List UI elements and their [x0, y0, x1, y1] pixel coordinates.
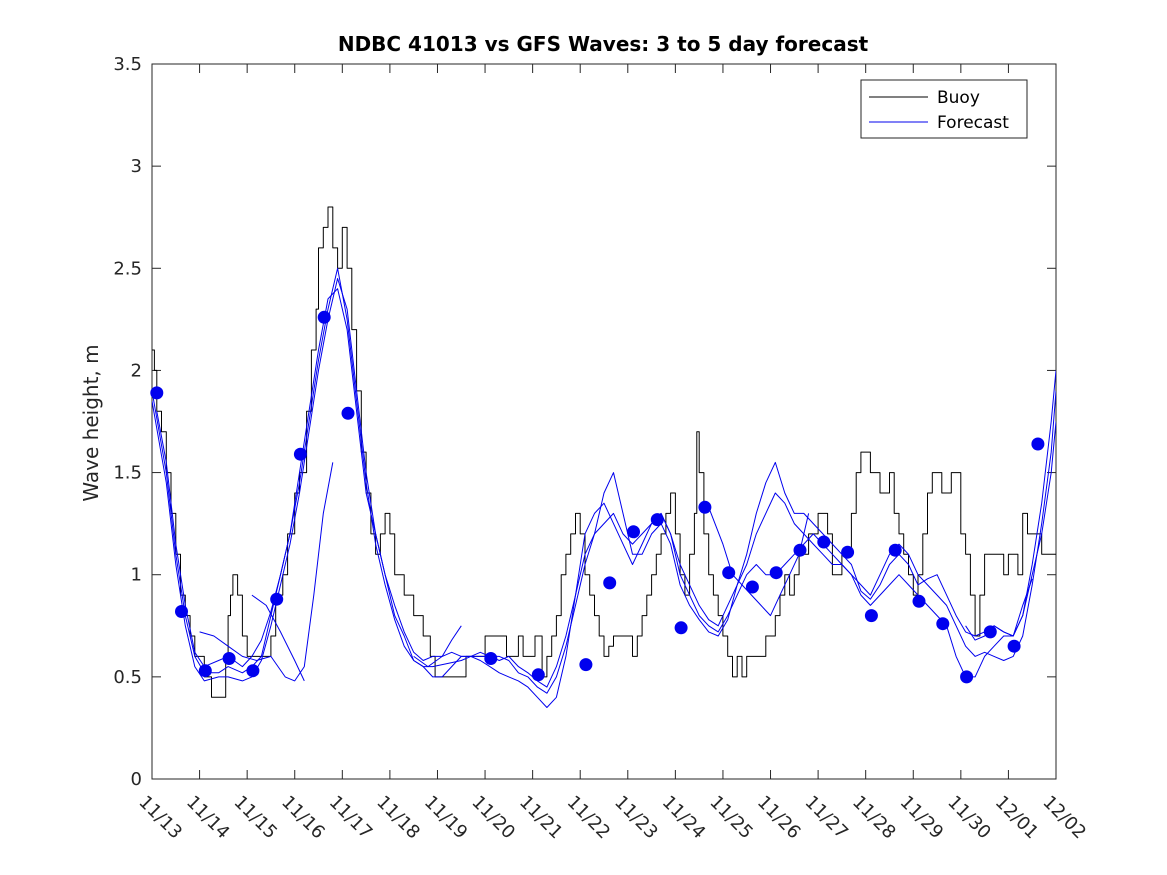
- forecast-marker-4: [246, 664, 260, 678]
- forecast-marker-14: [650, 513, 664, 527]
- chart-title: NDBC 41013 vs GFS Waves: 3 to 5 day fore…: [338, 32, 869, 56]
- forecast-marker-17: [722, 566, 736, 580]
- legend-buoy-label: Buoy: [937, 88, 980, 108]
- axes-box: [151, 63, 1057, 780]
- forecast-marker-13: [627, 525, 640, 539]
- forecast-marker-27: [960, 670, 974, 684]
- forecast-marker-12: [603, 576, 617, 590]
- forecast-marker-22: [841, 545, 855, 559]
- y-axis-ticks: 0 0.5 1 1.5 2 2.5 3 3.5: [113, 54, 1056, 790]
- forecast-marker-21: [817, 535, 831, 549]
- y-tick-label: 0: [131, 769, 142, 790]
- forecast-marker-29: [1007, 639, 1021, 653]
- forecast-marker-8: [341, 406, 355, 420]
- forecast-marker-20: [793, 543, 807, 557]
- forecast-marker-5: [270, 592, 284, 606]
- y-tick-label: 2: [131, 360, 142, 381]
- legend-box: [860, 79, 1028, 139]
- forecast-series-line-7: [708, 507, 810, 617]
- forecast-marker-28: [983, 625, 997, 639]
- forecast-marker-10: [531, 668, 545, 682]
- y-tick-label: 3.5: [113, 54, 142, 75]
- legend: Buoy Forecast: [860, 79, 1028, 139]
- y-tick-label: 3: [131, 156, 142, 177]
- forecast-marker-16: [698, 500, 712, 514]
- forecast-marker-7: [317, 310, 331, 324]
- marker-layer: [150, 310, 1045, 684]
- legend-forecast-label: Forecast: [937, 113, 1009, 133]
- forecast-series-line-4: [199, 462, 334, 682]
- series-layer: [152, 206, 1056, 708]
- forecast-series-line-6: [413, 625, 462, 668]
- forecast-marker-0: [150, 386, 164, 400]
- forecast-series-line-8: [965, 578, 1033, 641]
- y-tick-label: 2.5: [113, 258, 142, 279]
- forecast-series-line-1: [152, 288, 1056, 688]
- forecast-series-line-3: [156, 267, 1056, 694]
- forecast-marker-25: [912, 594, 926, 608]
- y-tick-label: 1.5: [113, 463, 142, 484]
- forecast-marker-15: [674, 621, 688, 635]
- y-tick-label: 1: [131, 565, 142, 586]
- forecast-marker-30: [1031, 437, 1045, 451]
- forecast-marker-2: [198, 664, 212, 678]
- forecast-marker-1: [175, 605, 188, 618]
- forecast-series-line-2: [152, 278, 1056, 708]
- plot-area: 11/1311/1411/1511/1611/1711/1811/1911/20…: [113, 54, 1090, 843]
- forecast-marker-19: [769, 566, 783, 580]
- forecast-marker-24: [888, 543, 902, 557]
- forecast-marker-18: [745, 580, 759, 594]
- forecast-marker-3: [222, 652, 236, 665]
- y-axis-label: Wave height, m: [79, 344, 103, 501]
- forecast-marker-6: [293, 447, 307, 461]
- forecast-marker-26: [936, 617, 950, 631]
- buoy-series-line: [152, 206, 1056, 698]
- forecast-marker-23: [864, 609, 878, 623]
- y-tick-label: 0.5: [113, 667, 142, 688]
- forecast-marker-11: [579, 658, 593, 672]
- forecast-marker-9: [484, 652, 498, 665]
- forecast-series-line-5: [251, 594, 305, 682]
